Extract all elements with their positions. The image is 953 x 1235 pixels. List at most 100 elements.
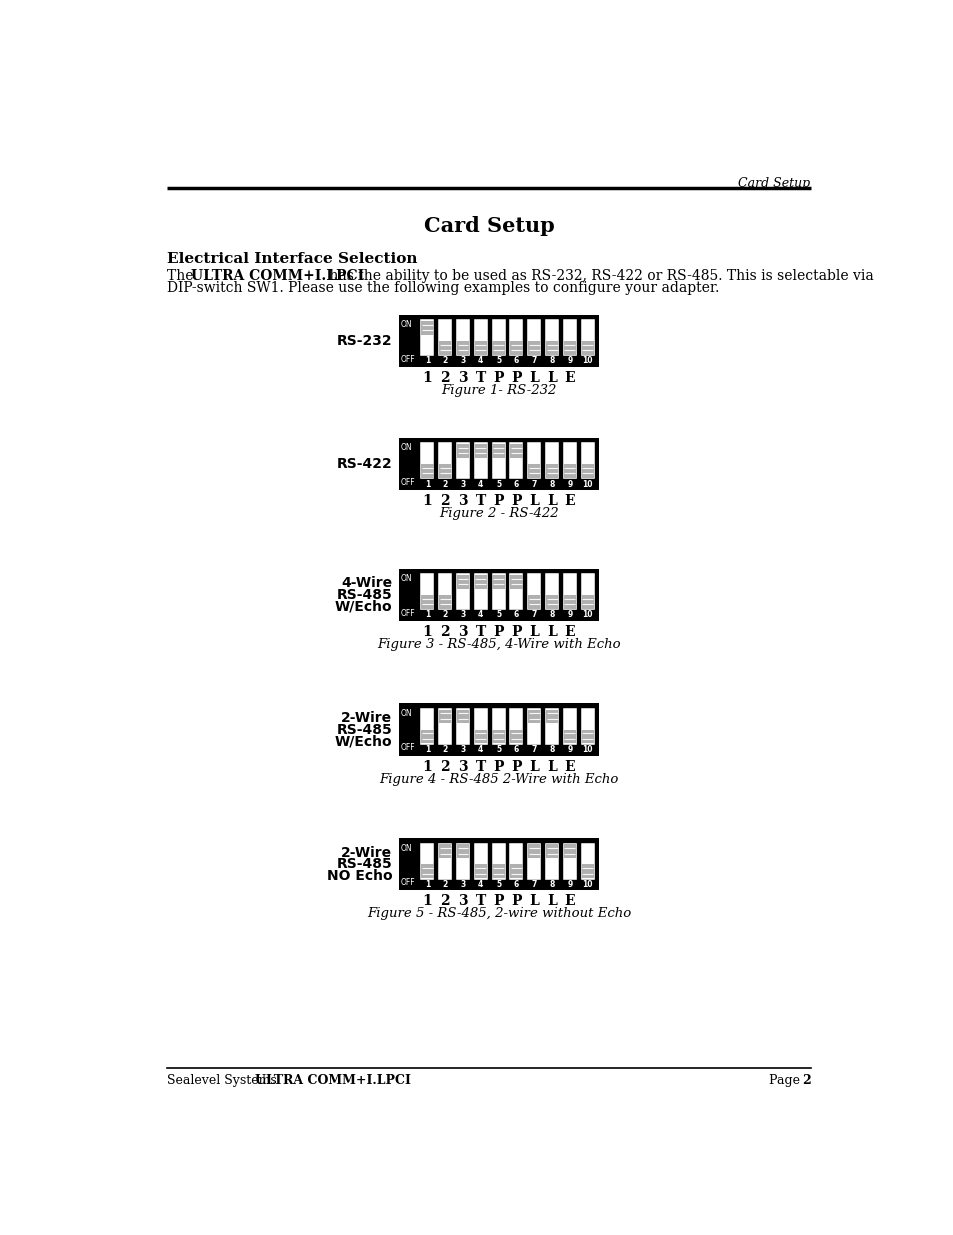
Text: 9: 9 bbox=[567, 479, 572, 489]
Text: 7: 7 bbox=[531, 357, 537, 366]
Text: 5: 5 bbox=[496, 881, 500, 889]
Bar bbox=[456, 842, 470, 879]
Text: Figure 3 - RS-485, 4-Wire with Echo: Figure 3 - RS-485, 4-Wire with Echo bbox=[376, 638, 620, 651]
Text: P: P bbox=[511, 625, 521, 638]
Text: T: T bbox=[476, 370, 485, 385]
Text: 3: 3 bbox=[460, 479, 465, 489]
Text: OFF: OFF bbox=[400, 478, 416, 487]
Bar bbox=[438, 845, 451, 858]
Text: 1: 1 bbox=[422, 494, 432, 508]
Text: 2: 2 bbox=[440, 760, 450, 773]
Bar bbox=[456, 443, 469, 458]
Text: Page: Page bbox=[768, 1073, 803, 1087]
Text: W/Echo: W/Echo bbox=[335, 734, 392, 748]
Text: Figure 1- RS-232: Figure 1- RS-232 bbox=[441, 384, 557, 396]
Bar bbox=[528, 464, 540, 478]
Bar bbox=[509, 842, 523, 879]
Bar bbox=[544, 708, 558, 745]
Text: has the ability to be used as RS-232, RS-422 or RS-485. This is selectable via: has the ability to be used as RS-232, RS… bbox=[325, 269, 873, 283]
Text: 5: 5 bbox=[496, 745, 500, 755]
Text: 3: 3 bbox=[457, 894, 467, 908]
Text: 7: 7 bbox=[531, 745, 537, 755]
Text: 3: 3 bbox=[457, 494, 467, 508]
Text: 5: 5 bbox=[496, 610, 500, 620]
Text: 10: 10 bbox=[582, 881, 593, 889]
Text: 6: 6 bbox=[514, 745, 518, 755]
Text: T: T bbox=[476, 494, 485, 508]
Text: Card Setup: Card Setup bbox=[738, 178, 810, 190]
Bar bbox=[581, 464, 594, 478]
Text: 7: 7 bbox=[531, 479, 537, 489]
Bar bbox=[527, 708, 540, 745]
Text: L: L bbox=[547, 760, 557, 773]
Bar bbox=[474, 319, 487, 356]
Text: 6: 6 bbox=[514, 610, 518, 620]
Bar bbox=[438, 341, 451, 354]
Text: T: T bbox=[476, 625, 485, 638]
Bar bbox=[509, 573, 523, 610]
Bar bbox=[474, 442, 487, 479]
Text: 9: 9 bbox=[567, 881, 572, 889]
Text: 7: 7 bbox=[531, 881, 537, 889]
Text: 2: 2 bbox=[442, 357, 447, 366]
Text: E: E bbox=[564, 760, 575, 773]
Bar bbox=[580, 842, 594, 879]
Text: ON: ON bbox=[400, 709, 412, 718]
Bar bbox=[456, 845, 469, 858]
Text: OFF: OFF bbox=[400, 609, 416, 618]
Bar bbox=[398, 839, 598, 890]
Bar bbox=[398, 437, 598, 490]
Text: ULTRA COMM+I.LPCI: ULTRA COMM+I.LPCI bbox=[191, 269, 364, 283]
Bar bbox=[527, 442, 540, 479]
Text: 2: 2 bbox=[442, 610, 447, 620]
Bar bbox=[491, 573, 505, 610]
Text: 4: 4 bbox=[477, 881, 483, 889]
Text: 8: 8 bbox=[549, 357, 555, 366]
Bar bbox=[437, 442, 452, 479]
Bar bbox=[580, 573, 594, 610]
Text: 6: 6 bbox=[514, 357, 518, 366]
Bar bbox=[527, 319, 540, 356]
Text: RS-485: RS-485 bbox=[336, 588, 392, 601]
Bar bbox=[580, 319, 594, 356]
Text: RS-232: RS-232 bbox=[336, 333, 392, 348]
Text: 2: 2 bbox=[801, 1073, 810, 1087]
Bar bbox=[563, 730, 576, 743]
Bar bbox=[420, 595, 433, 609]
Text: ON: ON bbox=[400, 844, 412, 852]
Text: 6: 6 bbox=[514, 479, 518, 489]
Bar bbox=[509, 442, 523, 479]
Bar bbox=[545, 341, 558, 354]
Bar bbox=[420, 464, 433, 478]
Bar bbox=[581, 864, 594, 878]
Bar bbox=[474, 574, 486, 589]
Bar bbox=[456, 319, 470, 356]
Text: 2: 2 bbox=[440, 370, 450, 385]
Bar bbox=[474, 842, 487, 879]
Bar bbox=[510, 341, 522, 354]
Bar bbox=[528, 341, 540, 354]
Bar bbox=[492, 574, 504, 589]
Text: P: P bbox=[493, 494, 503, 508]
Text: L: L bbox=[547, 370, 557, 385]
Text: L: L bbox=[547, 625, 557, 638]
Text: Figure 2 - RS-422: Figure 2 - RS-422 bbox=[438, 508, 558, 520]
Text: ON: ON bbox=[400, 574, 412, 583]
Bar bbox=[510, 574, 522, 589]
Text: 8: 8 bbox=[549, 610, 555, 620]
Bar bbox=[420, 730, 433, 743]
Bar bbox=[437, 319, 452, 356]
Text: ULTRA COMM+I.LPCI: ULTRA COMM+I.LPCI bbox=[255, 1073, 411, 1087]
Text: 2: 2 bbox=[440, 625, 450, 638]
Bar bbox=[544, 319, 558, 356]
Text: 4: 4 bbox=[477, 745, 483, 755]
Bar bbox=[492, 864, 504, 878]
Bar bbox=[545, 710, 558, 724]
Text: ON: ON bbox=[400, 320, 412, 329]
Text: Electrical Interface Selection: Electrical Interface Selection bbox=[167, 252, 417, 267]
Text: L: L bbox=[529, 494, 538, 508]
Bar bbox=[491, 319, 505, 356]
Bar bbox=[420, 573, 434, 610]
Bar bbox=[456, 708, 470, 745]
Bar bbox=[398, 315, 598, 367]
